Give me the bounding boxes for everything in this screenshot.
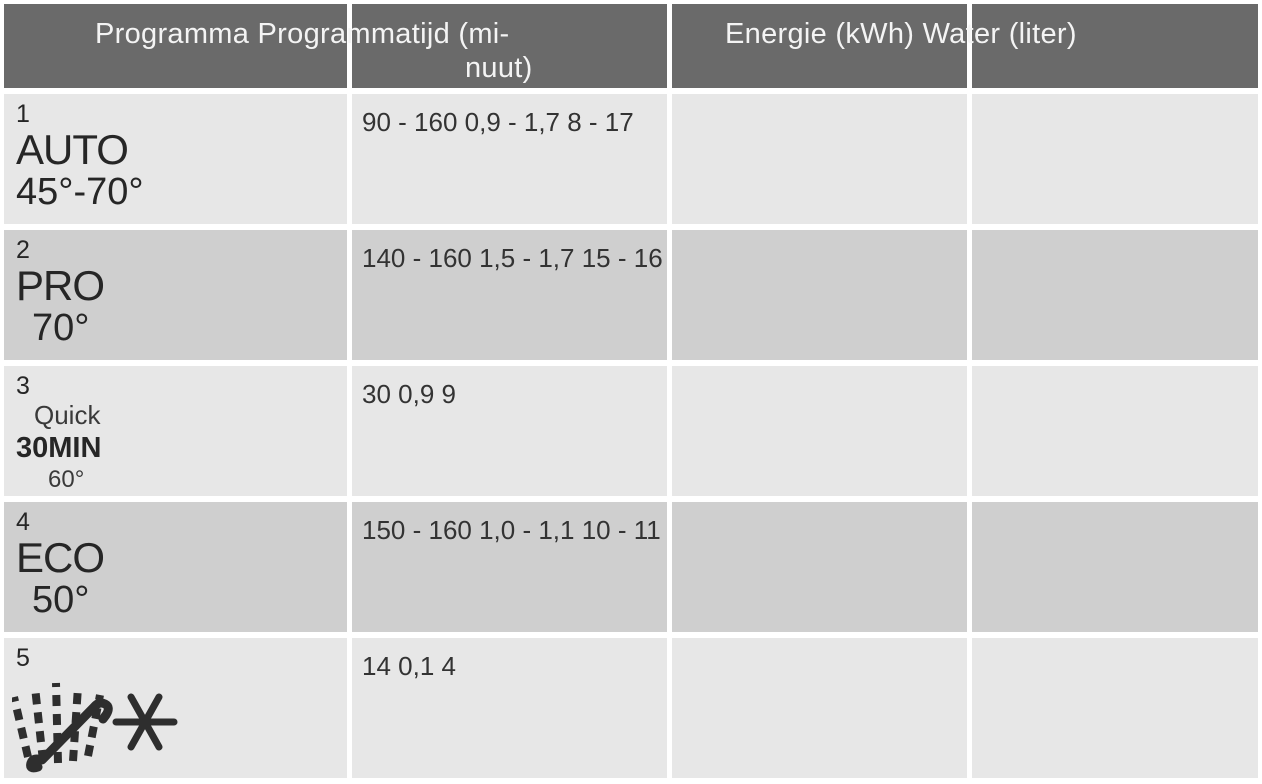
energy-cell	[672, 366, 967, 496]
asterisk-icon	[112, 693, 178, 751]
program-name: AUTO	[16, 126, 129, 173]
program-values: 30 0,9 9	[362, 379, 456, 409]
table-row-pro: 2 PRO 70° 140 - 160 1,5 - 1,7 15 - 16	[0, 230, 1262, 360]
program-name: ECO	[16, 534, 105, 581]
spray-rinse-icon	[12, 682, 178, 773]
values-cell: 140 - 160 1,5 - 1,7 15 - 16	[352, 230, 667, 360]
program-cell: 5	[4, 638, 347, 778]
program-cell: 4 ECO 50°	[4, 502, 347, 632]
program-cell: 1 AUTO 45°-70°	[4, 94, 347, 224]
program-number: 2	[16, 236, 30, 264]
program-number: 5	[16, 644, 30, 672]
water-cell	[972, 230, 1258, 360]
program-name: 30MIN	[16, 431, 102, 464]
program-values: 90 - 160 0,9 - 1,7 8 - 17	[362, 107, 634, 137]
energy-cell	[672, 502, 967, 632]
water-cell	[972, 94, 1258, 224]
program-values: 14 0,1 4	[362, 651, 456, 681]
program-cell: 2 PRO 70°	[4, 230, 347, 360]
table-row-rinse: 5 14 0,1 4	[0, 638, 1262, 778]
values-cell: 14 0,1 4	[352, 638, 667, 778]
water-cell	[972, 366, 1258, 496]
program-temperature: 60°	[48, 465, 85, 493]
spray-arm-icon	[26, 698, 113, 773]
header-text-line1: Programma Programmatijd (mi-	[95, 18, 510, 50]
program-temperature: 45°-70°	[16, 170, 144, 213]
program-cell: 3 Quick 30MIN 60°	[4, 366, 347, 496]
header-cell-energie	[672, 4, 967, 88]
program-name: PRO	[16, 262, 105, 309]
values-cell: 150 - 160 1,0 - 1,1 10 - 11	[352, 502, 667, 632]
energy-cell	[672, 230, 967, 360]
header-cell-water	[972, 4, 1258, 88]
values-cell: 30 0,9 9	[352, 366, 667, 496]
table-header-row: Programma Programmatijd (mi- nuut) Energ…	[0, 4, 1262, 88]
program-number: 3	[16, 372, 30, 400]
water-cell	[972, 638, 1258, 778]
header-text-line3: Energie (kWh) Water (liter)	[725, 18, 1077, 50]
water-cell	[972, 502, 1258, 632]
program-temperature: 50°	[32, 578, 90, 621]
values-cell: 90 - 160 0,9 - 1,7 8 - 17	[352, 94, 667, 224]
table-row-auto: 1 AUTO 45°-70° 90 - 160 0,9 - 1,7 8 - 17	[0, 94, 1262, 224]
table-row-eco: 4 ECO 50° 150 - 160 1,0 - 1,1 10 - 11	[0, 502, 1262, 632]
table-row-quick: 3 Quick 30MIN 60° 30 0,9 9	[0, 366, 1262, 496]
program-number: 1	[16, 100, 30, 128]
program-values: 140 - 160 1,5 - 1,7 15 - 16	[362, 243, 663, 273]
header-cell-programma	[4, 4, 347, 88]
program-subname: Quick	[34, 400, 101, 430]
program-number: 4	[16, 508, 30, 536]
program-values: 150 - 160 1,0 - 1,1 10 - 11	[362, 515, 661, 545]
header-cell-programmatijd	[352, 4, 667, 88]
header-text-line2: nuut)	[465, 52, 533, 84]
energy-cell	[672, 94, 967, 224]
energy-cell	[672, 638, 967, 778]
spray-icon	[12, 682, 104, 764]
program-temperature: 70°	[32, 306, 90, 349]
